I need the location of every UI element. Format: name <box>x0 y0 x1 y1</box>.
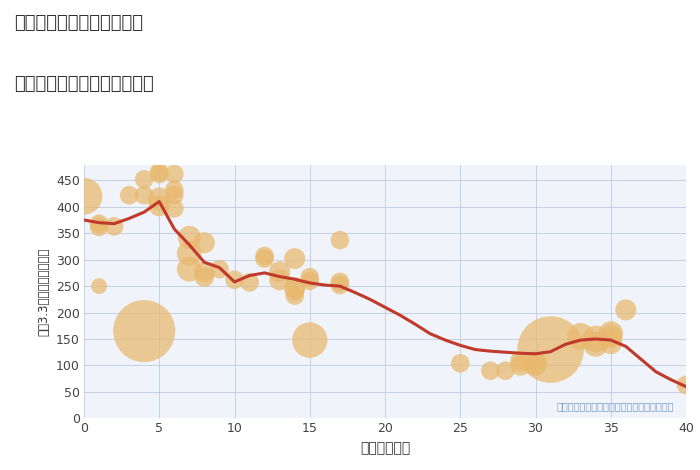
Point <box>229 276 240 283</box>
Point <box>183 266 195 273</box>
Point <box>139 175 150 183</box>
Point <box>183 234 195 241</box>
Point <box>515 362 526 369</box>
Point <box>530 359 541 367</box>
Point <box>154 168 165 176</box>
Point <box>304 277 315 284</box>
Point <box>289 284 300 291</box>
Point <box>304 337 315 344</box>
Point <box>605 333 617 340</box>
Point <box>169 204 180 212</box>
Point <box>274 276 286 283</box>
Point <box>304 274 315 281</box>
Point <box>214 266 225 273</box>
Point <box>289 292 300 299</box>
Point <box>274 268 286 275</box>
Point <box>455 360 466 367</box>
Point <box>169 191 180 199</box>
Text: 神奈川県横浜市中区相生町: 神奈川県横浜市中区相生町 <box>14 14 143 32</box>
Point <box>530 362 541 369</box>
Point <box>545 346 556 353</box>
Point <box>139 327 150 335</box>
Point <box>590 335 601 343</box>
Point <box>199 239 210 246</box>
Point <box>183 250 195 257</box>
Point <box>289 287 300 294</box>
Point <box>289 255 300 262</box>
Point <box>123 191 134 199</box>
Point <box>620 306 631 313</box>
Point <box>590 340 601 348</box>
Point <box>93 220 105 227</box>
Text: 築年数別中古マンション価格: 築年数別中古マンション価格 <box>14 75 154 93</box>
Point <box>259 252 270 260</box>
Point <box>154 170 165 178</box>
Point <box>335 236 346 244</box>
Point <box>605 330 617 337</box>
X-axis label: 築年数（年）: 築年数（年） <box>360 441 410 455</box>
Point <box>335 281 346 289</box>
Point <box>78 192 90 200</box>
Point <box>244 279 256 286</box>
Point <box>108 223 120 230</box>
Y-axis label: 坪（3.3㎡）単価（万円）: 坪（3.3㎡）単価（万円） <box>37 247 50 336</box>
Point <box>335 278 346 286</box>
Point <box>605 339 617 346</box>
Text: 円の大きさは、取引のあった物件面積を示す: 円の大きさは、取引のあった物件面積を示す <box>556 401 674 411</box>
Point <box>169 186 180 194</box>
Point <box>93 223 105 231</box>
Point <box>199 274 210 281</box>
Point <box>93 282 105 290</box>
Point <box>154 202 165 210</box>
Point <box>139 191 150 199</box>
Point <box>484 367 496 375</box>
Point <box>515 357 526 365</box>
Point <box>575 333 587 340</box>
Point <box>680 381 692 389</box>
Point <box>154 195 165 203</box>
Point <box>500 367 511 375</box>
Point <box>169 170 180 178</box>
Point <box>199 268 210 275</box>
Point <box>259 255 270 262</box>
